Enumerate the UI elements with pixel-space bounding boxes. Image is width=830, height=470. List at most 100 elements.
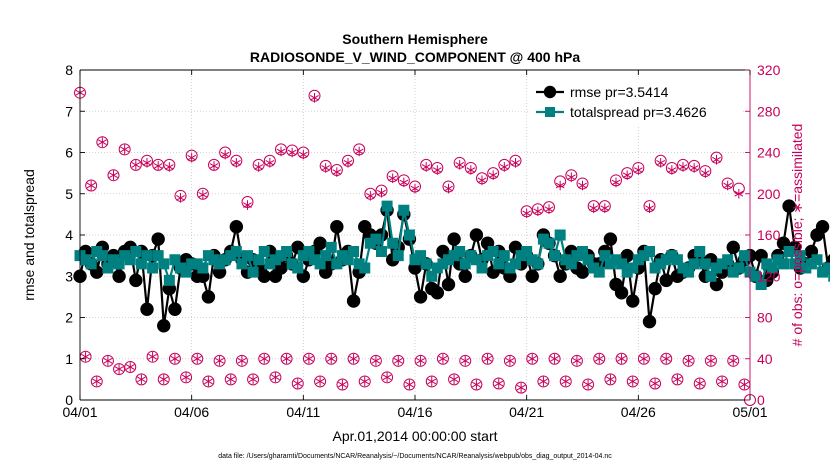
totalspread-point [197, 262, 209, 274]
obs_assimilated_12Z-group [81, 351, 749, 393]
obs-possible-marker [336, 378, 349, 391]
totalspread-point [247, 266, 259, 278]
obs-assimilated-marker [561, 376, 571, 387]
obs-assimilated-marker [220, 149, 230, 160]
obs-possible-marker [247, 373, 260, 386]
obs-possible-marker [381, 371, 394, 384]
obs-assimilated-marker [483, 353, 492, 364]
obs-assimilated-marker [226, 374, 236, 385]
obs-assimilated-marker [215, 356, 224, 366]
obs-assimilated-marker [192, 353, 202, 364]
totalspread-point [750, 270, 762, 282]
obs-possible-marker [716, 375, 729, 388]
obs-possible-marker [425, 375, 438, 388]
totalspread-point [236, 258, 248, 270]
totalspread-point [180, 266, 192, 278]
totalspread-point [811, 254, 823, 266]
obs-possible-marker [302, 352, 315, 365]
obs-assimilated-marker [243, 200, 252, 210]
obs-possible-marker [202, 375, 215, 388]
obs-possible-marker [291, 377, 304, 390]
totalspread-point [292, 262, 304, 274]
obs-assimilated-marker [656, 158, 666, 168]
obs-possible-marker [448, 373, 461, 386]
rmse-point [642, 314, 657, 329]
obs-assimilated-marker [382, 372, 392, 383]
obs-assimilated-marker [527, 353, 537, 364]
rmse-point [112, 269, 126, 283]
obs-possible-marker [347, 352, 360, 365]
rmse-point [229, 220, 244, 234]
obs-assimilated-marker [114, 364, 124, 374]
obs-possible-marker [392, 354, 405, 367]
obs-assimilated-marker [326, 353, 336, 364]
obs-assimilated-marker [460, 356, 470, 366]
obs-assimilated-marker [86, 180, 96, 191]
totalspread-point [705, 270, 717, 282]
rmse-point [413, 290, 428, 304]
obs-possible-marker [135, 373, 148, 386]
chart-subtitle: RADIOSONDE_V_WIND_COMPONENT @ 400 hPa [250, 49, 580, 65]
obs-possible-marker [727, 354, 740, 367]
obs-possible-marker [637, 352, 650, 365]
totalspread-point [755, 279, 767, 290]
obs-assimilated-marker [684, 356, 693, 366]
rmse-point [815, 220, 830, 234]
obs-assimilated-marker [287, 147, 297, 158]
totalspread-point [169, 254, 181, 266]
obs-assimilated-marker [321, 163, 331, 173]
obs-possible-marker [436, 352, 449, 365]
obs-possible-marker [593, 352, 606, 365]
obs-possible-marker [280, 352, 293, 365]
totalspread-point [314, 258, 326, 270]
totalspread-point [230, 246, 242, 257]
obs-possible-marker [414, 354, 427, 367]
obs-possible-marker [107, 169, 120, 182]
obs-assimilated-marker [427, 376, 437, 387]
obs-assimilated-marker [187, 152, 197, 163]
obs-possible-marker [124, 361, 137, 373]
obs-assimilated-marker [466, 165, 476, 175]
obs-possible-marker [682, 354, 695, 367]
totalspread-point [331, 258, 343, 270]
totalspread-point [359, 262, 371, 274]
obs-assimilated-marker [606, 374, 615, 385]
obs-assimilated-marker [109, 170, 118, 180]
rmse-point [575, 265, 590, 279]
totalspread-point [521, 246, 533, 257]
obs_possible_12Z-group [79, 350, 751, 394]
obs-possible-marker [649, 377, 662, 390]
y-tick-label-right: 280 [757, 103, 781, 119]
rmse-legend-marker [543, 85, 557, 99]
obs-possible-marker [269, 371, 282, 384]
obs-assimilated-marker [388, 173, 398, 184]
totalspread-point [627, 262, 639, 274]
totalspread-point [135, 258, 147, 270]
obs-possible-marker [314, 375, 327, 388]
totalspread-point [487, 246, 499, 257]
obs-assimilated-marker [377, 187, 386, 198]
totalspread-point [498, 250, 510, 262]
totalspread-point [387, 237, 399, 249]
totalspread-point [688, 258, 700, 270]
obs-assimilated-marker [231, 158, 241, 168]
rmse-point [447, 232, 461, 246]
rmse-point [614, 286, 629, 300]
obs-assimilated-marker [81, 351, 90, 362]
totalspread-point [163, 274, 175, 286]
rmse-point [827, 254, 830, 266]
obs-assimilated-marker [120, 144, 130, 155]
obs-possible-marker [224, 373, 237, 386]
rmse-point [726, 240, 740, 255]
totalspread-series [74, 200, 830, 290]
obs-assimilated-marker [455, 160, 465, 170]
obs-assimilated-marker [159, 374, 169, 385]
obs-assimilated-marker [209, 161, 219, 171]
totalspread-point [733, 262, 745, 274]
totalspread-point [370, 233, 382, 245]
obs-assimilated-marker [125, 362, 135, 372]
obs-possible-marker [548, 352, 561, 365]
obs-possible-marker [704, 354, 717, 367]
obs-assimilated-marker [176, 193, 185, 203]
